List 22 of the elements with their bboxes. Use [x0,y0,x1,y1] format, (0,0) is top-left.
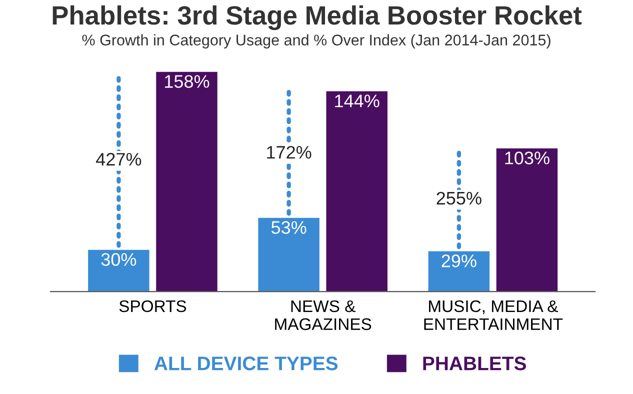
data-label: 30% [101,253,136,266]
x-tick-label: MUSIC, MEDIA & ENTERTAINMENT [424,300,563,330]
data-label: 144% [335,94,380,108]
bar [428,251,490,292]
data-label: 103% [505,152,550,164]
legend-label: ALL DEVICE TYPES [154,356,338,370]
x-tick-label: NEWS & MAGAZINES [275,300,372,330]
bar [326,91,388,292]
annotation: 427% [96,152,142,166]
x-tick-label: SPORTS [119,300,186,312]
chart-title: Phablets: 3rd Stage Media Booster Rocket [52,5,582,30]
bar [258,218,320,292]
bar [88,250,150,292]
chart-subtitle: % Growth in Category Usage and % Over Index (Jan 2014-Jan 2015) [82,34,550,48]
data-label: 158% [165,75,210,88]
bar [156,72,218,292]
data-label: 29% [442,254,476,268]
data-label: 53% [271,221,306,234]
bar [496,148,558,292]
legend-label: PHABLETS [423,356,526,370]
annotation: 172% [267,146,312,159]
annotation: 255% [436,192,482,205]
